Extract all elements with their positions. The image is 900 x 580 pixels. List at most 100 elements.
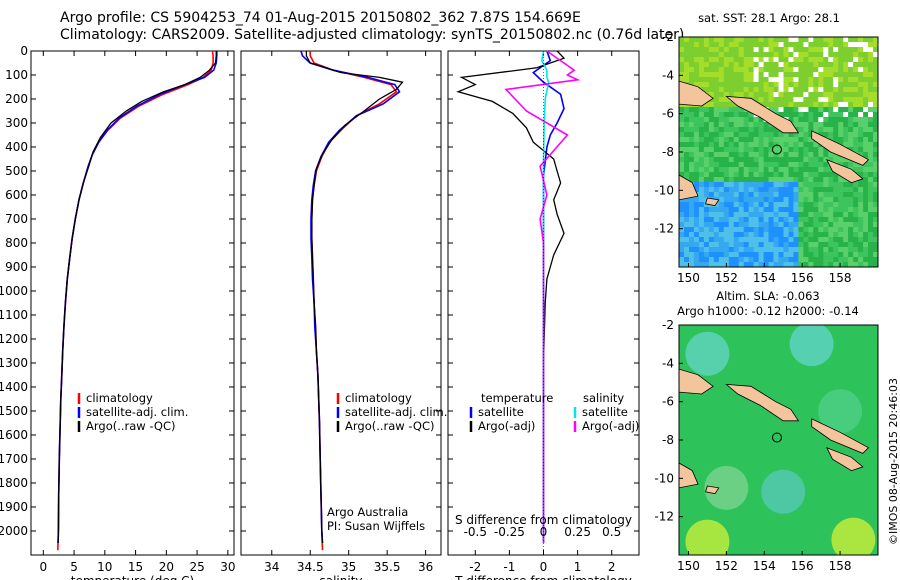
x-tick-label: 154 <box>753 559 776 573</box>
diff-legend-title: temperature <box>481 391 553 405</box>
x-axis-label: T difference from climatology <box>454 574 632 580</box>
x-tick-label: 30 <box>220 560 235 574</box>
y-tick-label: -6 <box>662 107 674 121</box>
y-tick-label: -10 <box>654 471 674 485</box>
map-title: sat. SST: 28.1 Argo: 28.1 <box>698 11 840 25</box>
x-tick-label: 35.5 <box>374 560 401 574</box>
y-tick-label: 2000 <box>0 524 28 538</box>
sal-legend-label: satellite-adj. clim. <box>345 405 447 419</box>
y-tick-label: -4 <box>662 356 674 370</box>
x-tick-label: 154 <box>753 271 776 285</box>
annotation: Argo Australia <box>327 505 408 519</box>
plot-frame <box>240 50 442 556</box>
series-line <box>57 51 217 544</box>
y-tick-label: 600 <box>5 188 28 202</box>
temp-legend-label: satellite-adj. clim. <box>86 405 188 419</box>
temp-legend-label: Argo(..raw -QC) <box>86 419 176 433</box>
x-tick-label: 152 <box>715 271 738 285</box>
salinity_panel: 34 34.5 35 35.5 36 salinity <box>240 50 442 580</box>
y-tick-label: 400 <box>5 140 28 154</box>
x-tick-label: 25 <box>189 560 204 574</box>
land-polygon <box>811 130 870 166</box>
land-polygon <box>679 368 714 395</box>
x-tick-label: 2 <box>608 560 616 574</box>
x-axis-label: salinity <box>319 574 362 580</box>
x-tick-label: 34.5 <box>297 560 324 574</box>
y-tick-label: -8 <box>662 433 674 447</box>
x-tick-label: 158 <box>829 271 852 285</box>
y-tick-label: -6 <box>662 395 674 409</box>
y-tick-label: -8 <box>662 145 674 159</box>
y-tick-label: 0 <box>20 44 28 58</box>
x-tick-label: 156 <box>791 271 814 285</box>
x-tick-label: 0 <box>540 560 548 574</box>
land-polygon <box>811 418 870 454</box>
land-polygon <box>725 95 800 134</box>
map-field <box>679 37 878 267</box>
sst_map: 150 152 154 156 158 -2 -4 -6 -8 -10 -12 <box>654 30 879 285</box>
map-field <box>679 325 878 555</box>
x-tick-label: 20 <box>159 560 174 574</box>
diff-legend-t-label: satellite <box>478 405 524 419</box>
x-tick-label: 152 <box>715 559 738 573</box>
y-tick-label: 1600 <box>0 428 28 442</box>
y-tick-label: 200 <box>5 92 28 106</box>
land-polygon <box>704 485 720 495</box>
x-tick-label: 150 <box>677 559 700 573</box>
land-polygon <box>679 80 714 107</box>
annotation: PI: Susan Wijffels <box>327 519 425 533</box>
argo-float-marker <box>771 144 782 155</box>
x-tick-label: 0 <box>39 560 47 574</box>
sal-legend-label: Argo(..raw -QC) <box>345 419 435 433</box>
y-tick-label: 100 <box>5 68 28 82</box>
sla_map: 150 152 154 156 158 -2 -4 -6 -8 -10 -12 <box>654 318 879 573</box>
map-subtitle: Argo h1000: -0.12 h2000: -0.14 <box>677 304 859 318</box>
series-line <box>305 51 404 544</box>
y-tick-label: -2 <box>662 318 674 332</box>
argo-float-marker <box>771 432 782 443</box>
top-axis-label: S difference from climatology <box>455 513 632 527</box>
series-line <box>456 50 566 543</box>
diff-legend-t-label: Argo(-adj) <box>478 419 535 433</box>
y-tick-label: -12 <box>654 222 674 236</box>
y-tick-label: 1900 <box>0 500 28 514</box>
y-tick-label: -4 <box>662 68 674 82</box>
figure-title-line1: Argo profile: CS 5904253_74 01-Aug-2015 … <box>60 10 581 26</box>
y-tick-label: 1100 <box>0 308 28 322</box>
diff-legend-s-label: Argo(-adj) <box>582 419 639 433</box>
x-tick-label: -1 <box>503 560 515 574</box>
land-polygon <box>825 158 864 184</box>
x-tick-label: 158 <box>829 559 852 573</box>
top-tick-label: -0.5 <box>464 525 487 539</box>
x-tick-label: 34 <box>264 560 279 574</box>
land-polygon <box>825 446 864 472</box>
x-tick-label: -2 <box>469 560 481 574</box>
land-polygon <box>704 197 720 207</box>
x-tick-label: 35 <box>341 560 356 574</box>
x-tick-label: 150 <box>677 271 700 285</box>
series-line <box>504 50 581 543</box>
y-tick-label: 1500 <box>0 404 28 418</box>
x-tick-label: 15 <box>128 560 143 574</box>
top-tick-label: 0 <box>540 525 548 539</box>
map-title: Altim. SLA: -0.063 <box>716 289 820 303</box>
top-tick-label: -0.25 <box>494 525 525 539</box>
footer-credit: ©IMOS 08-Aug-2015 20:46:03 <box>887 378 900 545</box>
land-polygon <box>725 383 800 422</box>
y-tick-label: 500 <box>5 164 28 178</box>
land-polygon <box>679 462 699 489</box>
top-tick-label: 0.5 <box>602 525 621 539</box>
x-tick-label: 156 <box>791 559 814 573</box>
temp-legend-label: climatology <box>86 391 153 405</box>
y-tick-label: 800 <box>5 236 28 250</box>
sal-legend-label: climatology <box>345 391 412 405</box>
diff-legend-s-label: satellite <box>582 405 628 419</box>
figure-title-line2: Climatology: CARS2009. Satellite-adjuste… <box>60 27 685 43</box>
y-tick-label: 700 <box>5 212 28 226</box>
temperature_panel: 0 5 10 15 20 25 300100200300400500600700800900… <box>0 44 235 580</box>
y-tick-label: 1200 <box>0 332 28 346</box>
y-tick-label: 1000 <box>0 284 28 298</box>
y-tick-label: 300 <box>5 116 28 130</box>
land-polygon <box>679 174 699 201</box>
